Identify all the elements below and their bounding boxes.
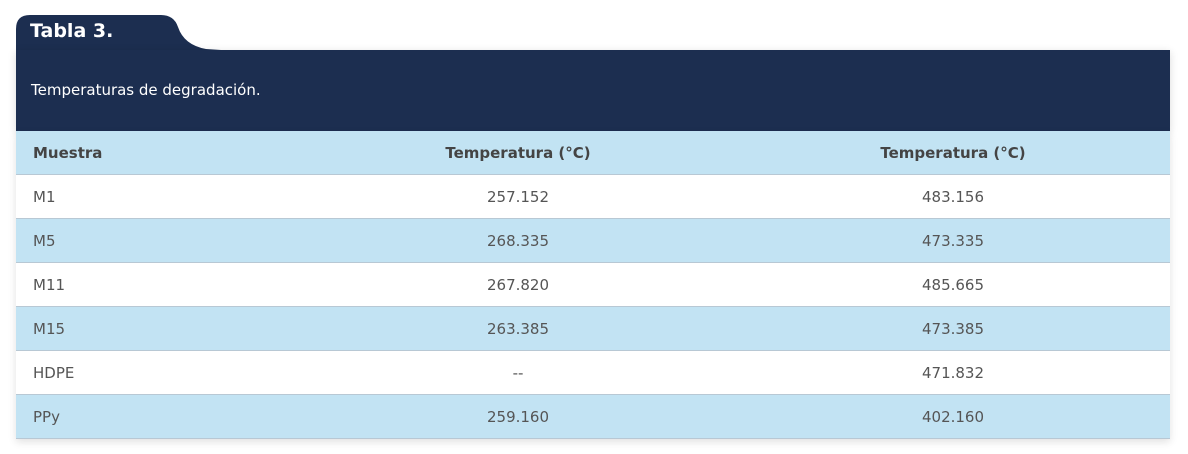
- table-row: M5 268.335 473.335: [16, 218, 1170, 263]
- table-row: HDPE -- 471.832: [16, 350, 1170, 395]
- table-cell: 268.335: [300, 218, 736, 263]
- table-row: PPy 259.160 402.160: [16, 394, 1170, 439]
- table-cell: PPy: [16, 394, 300, 439]
- table-cell: --: [300, 350, 736, 395]
- table-cell: M1: [16, 174, 300, 219]
- table-cell: 263.385: [300, 306, 736, 351]
- table-body: M1 257.152 483.156 M5 268.335 473.335 M11 267.8…: [16, 174, 1170, 439]
- header-cell: Temperatura (°C): [300, 131, 736, 175]
- caption-band: Temperaturas de degradación.: [16, 50, 1170, 131]
- table-cell: 473.385: [736, 306, 1170, 351]
- table-cell: 471.832: [736, 350, 1170, 395]
- table-cell: M5: [16, 218, 300, 263]
- tab-shape: [16, 15, 236, 51]
- table-cell: 402.160: [736, 394, 1170, 439]
- table-cell: 473.335: [736, 218, 1170, 263]
- table-row: M11 267.820 485.665: [16, 262, 1170, 307]
- data-table: Muestra Temperatura (°C) Temperatura (°C) …: [16, 131, 1170, 439]
- table-cell: 259.160: [300, 394, 736, 439]
- table-cell: 483.156: [736, 174, 1170, 219]
- table-cell: 267.820: [300, 262, 736, 307]
- table-row: M1 257.152 483.156: [16, 174, 1170, 219]
- table-cell: M11: [16, 262, 300, 307]
- table-cell: M15: [16, 306, 300, 351]
- table-cell: 485.665: [736, 262, 1170, 307]
- table-caption: Temperaturas de degradación.: [31, 81, 261, 99]
- header-cell: Temperatura (°C): [736, 131, 1170, 175]
- header-cell: Muestra: [16, 131, 300, 175]
- table-cell: 257.152: [300, 174, 736, 219]
- header-row: Muestra Temperatura (°C) Temperatura (°C): [16, 131, 1170, 175]
- table-label: Tabla 3.: [30, 20, 114, 42]
- table-row: M15 263.385 473.385: [16, 306, 1170, 351]
- table-cell: HDPE: [16, 350, 300, 395]
